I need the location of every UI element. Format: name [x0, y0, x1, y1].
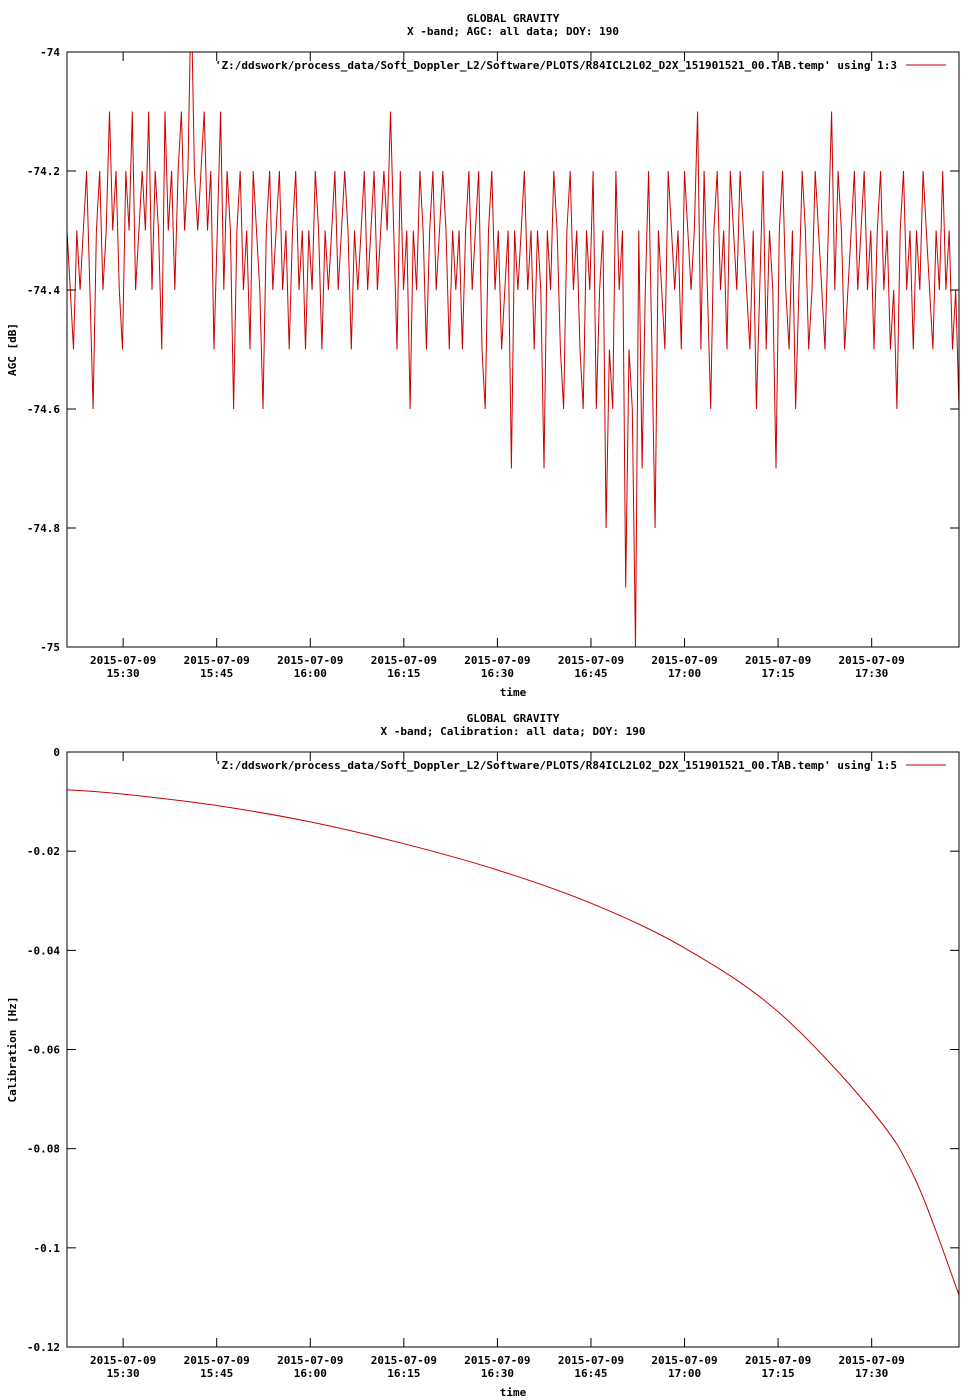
- x-tick-label-date: 2015-07-09: [651, 1354, 717, 1367]
- y-tick-label: -0.12: [27, 1341, 60, 1354]
- legend-label: 'Z:/ddswork/process_data/Soft_Doppler_L2…: [215, 759, 897, 772]
- plot-frame: [66, 751, 960, 1348]
- x-tick-label-time: 17:00: [668, 667, 701, 680]
- x-tick-label-time: 16:00: [294, 667, 327, 680]
- x-tick-label-date: 2015-07-09: [745, 654, 811, 667]
- x-tick-label-time: 15:45: [200, 667, 233, 680]
- x-tick-label-date: 2015-07-09: [558, 654, 624, 667]
- x-tick-label-time: 16:15: [387, 667, 420, 680]
- x-tick-label-time: 17:15: [762, 1367, 795, 1380]
- x-tick-label-time: 17:15: [762, 667, 795, 680]
- x-tick-label-date: 2015-07-09: [464, 1354, 530, 1367]
- x-tick-label-date: 2015-07-09: [184, 1354, 250, 1367]
- x-tick-label-date: 2015-07-09: [371, 1354, 437, 1367]
- x-axis-label: time: [500, 686, 527, 699]
- x-tick-label-date: 2015-07-09: [277, 654, 343, 667]
- x-tick-label-date: 2015-07-09: [745, 1354, 811, 1367]
- x-tick-label-date: 2015-07-09: [839, 1354, 905, 1367]
- x-tick-label-time: 16:45: [574, 667, 607, 680]
- x-tick-label-time: 16:00: [294, 1367, 327, 1380]
- y-tick-label: -0.1: [34, 1242, 61, 1255]
- y-tick-label: -74.8: [27, 522, 60, 535]
- y-tick-label: -74: [40, 46, 60, 59]
- x-tick-label-time: 17:30: [855, 667, 888, 680]
- y-axis-label: AGC [dB]: [6, 323, 19, 376]
- x-tick-label-date: 2015-07-09: [651, 654, 717, 667]
- x-axis-label: time: [500, 1386, 527, 1399]
- x-tick-label-time: 16:45: [574, 1367, 607, 1380]
- x-tick-label-date: 2015-07-09: [277, 1354, 343, 1367]
- y-tick-label: -0.08: [27, 1143, 60, 1156]
- chart-title: GLOBAL GRAVITY: [467, 12, 560, 25]
- x-tick-label-time: 15:30: [107, 667, 140, 680]
- plot-frame: [66, 51, 960, 648]
- x-tick-label-date: 2015-07-09: [90, 1354, 156, 1367]
- y-tick-label: -0.02: [27, 845, 60, 858]
- x-tick-label-time: 15:45: [200, 1367, 233, 1380]
- x-tick-label-time: 17:00: [668, 1367, 701, 1380]
- x-tick-label-time: 16:30: [481, 1367, 514, 1380]
- y-tick-label: -0.06: [27, 1044, 60, 1057]
- x-tick-label-time: 17:30: [855, 1367, 888, 1380]
- legend-label: 'Z:/ddswork/process_data/Soft_Doppler_L2…: [215, 59, 897, 72]
- y-tick-label: 0: [53, 746, 60, 759]
- y-tick-label: -0.04: [27, 944, 60, 957]
- x-tick-label-date: 2015-07-09: [184, 654, 250, 667]
- x-tick-label-date: 2015-07-09: [558, 1354, 624, 1367]
- x-tick-label-date: 2015-07-09: [464, 654, 530, 667]
- series-line: [67, 52, 959, 647]
- y-tick-label: -74.2: [27, 165, 60, 178]
- y-axis-label: Calibration [Hz]: [6, 997, 19, 1103]
- series-line: [67, 789, 959, 1296]
- y-tick-label: -74.4: [27, 284, 60, 297]
- chart-subtitle: X -band; AGC: all data; DOY: 190: [407, 25, 619, 38]
- x-tick-label-date: 2015-07-09: [371, 654, 437, 667]
- x-tick-label-time: 15:30: [107, 1367, 140, 1380]
- chart-subtitle: X -band; Calibration: all data; DOY: 190: [381, 725, 646, 738]
- x-tick-label-date: 2015-07-09: [90, 654, 156, 667]
- x-tick-label-date: 2015-07-09: [839, 654, 905, 667]
- x-tick-label-time: 16:30: [481, 667, 514, 680]
- chart-title: GLOBAL GRAVITY: [467, 712, 560, 725]
- y-tick-label: -74.6: [27, 403, 60, 416]
- x-tick-label-time: 16:15: [387, 1367, 420, 1380]
- y-tick-label: -75: [40, 641, 60, 654]
